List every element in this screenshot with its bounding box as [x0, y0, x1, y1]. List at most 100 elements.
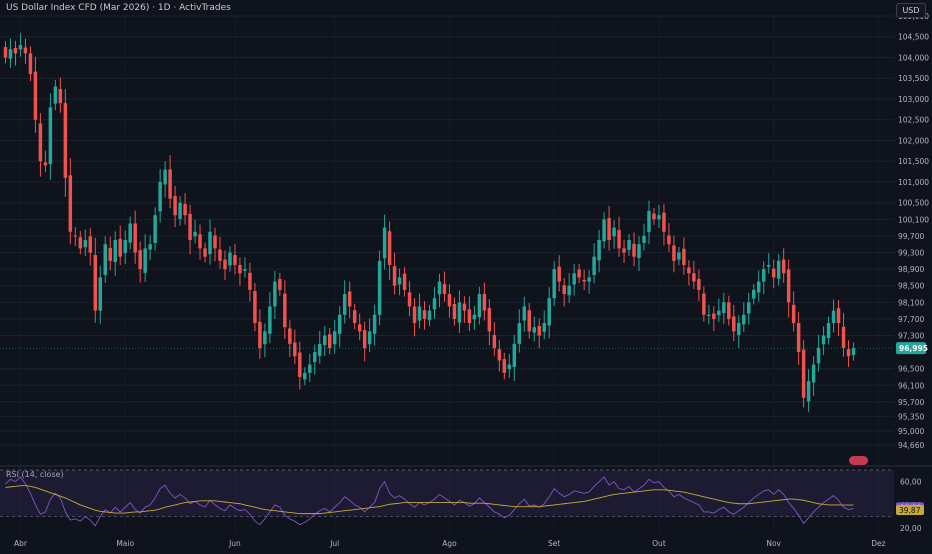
candle — [143, 234, 147, 282]
candle-body — [3, 47, 8, 58]
candle-body — [432, 298, 437, 310]
candle — [577, 263, 581, 284]
candle — [791, 291, 796, 332]
candle-body — [462, 303, 467, 311]
candle — [288, 320, 292, 357]
candle — [293, 329, 297, 365]
rsi-band — [0, 470, 894, 517]
y-tick-label: 95,000 — [898, 427, 924, 436]
candle — [58, 77, 63, 113]
candle-body — [801, 349, 806, 398]
candle — [178, 196, 182, 226]
candle-body — [747, 302, 751, 314]
candle-body — [103, 244, 108, 275]
candle-body — [846, 349, 851, 357]
candle — [761, 261, 766, 295]
candle — [392, 252, 397, 295]
candle — [452, 297, 457, 326]
x-tick-label: Jul — [329, 539, 339, 548]
candle-body — [233, 255, 237, 265]
candle-body — [602, 219, 606, 242]
candle — [382, 214, 387, 270]
currency-button[interactable]: USD — [896, 3, 926, 18]
candle — [63, 89, 68, 197]
candle — [707, 304, 711, 325]
candle — [687, 260, 691, 286]
candle-body — [327, 334, 332, 348]
candle — [462, 296, 467, 323]
candle-body — [402, 273, 407, 290]
y-tick-label: 97,300 — [898, 332, 924, 341]
candle-body — [742, 314, 746, 325]
events-badge[interactable] — [849, 456, 868, 465]
x-tick-label: Ago — [442, 539, 457, 548]
candle — [412, 298, 417, 337]
candle — [357, 313, 362, 341]
candle — [477, 286, 482, 325]
candle-body — [38, 123, 43, 162]
candle — [492, 322, 497, 356]
candle — [258, 309, 262, 359]
candle-body — [672, 245, 676, 261]
candle — [128, 216, 132, 250]
candle — [218, 236, 222, 269]
candle — [557, 255, 561, 292]
y-tick-label: 95,700 — [898, 398, 924, 407]
candle-body — [756, 281, 761, 293]
candle-body — [612, 227, 616, 237]
candle-body — [128, 223, 132, 243]
candle — [497, 339, 502, 372]
candle-body — [248, 272, 252, 290]
candle — [422, 301, 427, 330]
candle-body — [567, 285, 571, 296]
candle — [756, 270, 761, 302]
candle-body — [826, 323, 831, 339]
candle — [562, 277, 566, 307]
candle-body — [253, 291, 257, 324]
candle — [816, 334, 821, 372]
candle-body — [622, 248, 626, 253]
candle — [188, 204, 192, 255]
candle-body — [717, 310, 721, 316]
candle-body — [811, 364, 816, 383]
candle-body — [123, 240, 127, 253]
candle — [148, 235, 152, 261]
candle — [567, 273, 571, 303]
candle-body — [178, 202, 182, 219]
candle-body — [522, 306, 527, 321]
candle-body — [816, 347, 821, 364]
candle — [318, 330, 322, 364]
candle — [183, 192, 187, 225]
x-tick-label: Set — [548, 539, 560, 548]
candle-body — [547, 298, 551, 326]
candle-body — [657, 215, 661, 220]
candle — [268, 292, 272, 344]
candle-body — [737, 323, 741, 336]
candle — [18, 32, 23, 57]
candle — [43, 150, 48, 173]
candle-body — [173, 196, 177, 216]
candle-body — [702, 293, 706, 315]
candle-body — [303, 372, 307, 380]
candle — [352, 303, 357, 330]
candle-body — [537, 325, 541, 336]
candle — [811, 356, 816, 396]
candle-body — [422, 310, 427, 319]
candle-body — [761, 269, 766, 282]
candle — [637, 236, 641, 271]
candle — [13, 40, 18, 66]
y-tick-label: 103,500 — [898, 74, 929, 83]
candle — [657, 204, 661, 229]
candle-body — [138, 250, 142, 270]
candle-body — [98, 277, 103, 311]
candle — [702, 286, 706, 322]
candle — [347, 281, 352, 318]
candle-body — [712, 313, 716, 319]
candle-body — [627, 240, 631, 251]
candle-body — [632, 243, 636, 257]
candle-body — [512, 343, 517, 368]
candle — [73, 227, 78, 246]
candle — [472, 306, 477, 330]
